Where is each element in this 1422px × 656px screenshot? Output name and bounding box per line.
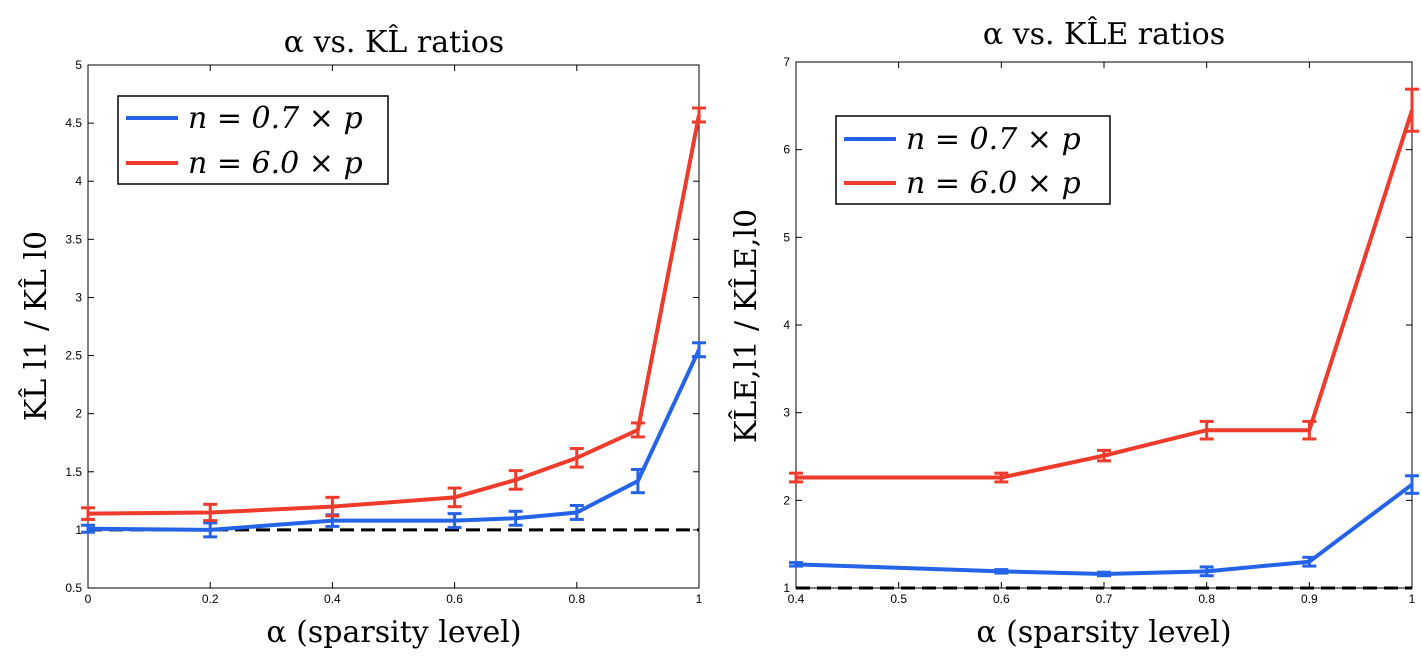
left-y-tick-label: 2.5	[65, 349, 82, 363]
left-axis-ticks: 0 0.2 0.4 0.6 0.8 1 0.5 1 1.5 2 2.5 3 3.5 4 4.5 5	[65, 58, 702, 606]
right-legend-box	[835, 115, 1111, 205]
left-y-tick-label: 3	[75, 290, 82, 304]
right-y-tick-label: 7	[783, 55, 790, 69]
right-axis-ticks: 0.4 0.5 0.6 0.7 0.8 0.9 1 1 2 3 4 5 6 7	[783, 55, 1415, 606]
right-series	[789, 87, 1419, 578]
left-error-bar-blue	[630, 467, 645, 495]
left-y-tick-label: 4	[75, 174, 82, 188]
right-error-bar-red	[1097, 448, 1111, 463]
left-error-bar-red	[447, 486, 462, 509]
right-x-axis-label: α (sparsity level)	[976, 615, 1231, 650]
left-error-bar-red	[203, 502, 218, 523]
left-y-tick-label: 2	[75, 407, 82, 421]
left-error-bar-blue	[569, 503, 584, 521]
right-error-bar-red	[994, 471, 1009, 484]
left-chart-title: α vs. KL̂ ratios	[284, 25, 504, 60]
left-error-bar-red	[569, 447, 584, 469]
left-error-bar-red	[508, 469, 523, 491]
left-y-tick-label: 0.5	[65, 581, 82, 595]
right-error-bar-blue	[789, 561, 803, 568]
left-chart: α vs. KL̂ ratios 0 0.2 0.4 0.6 0.8 1 0.5 1 1.5 2 2…	[19, 25, 706, 650]
right-x-tick-label: 0.4	[788, 592, 805, 606]
left-legend-label-blue: n = 0.7 × p	[188, 101, 363, 136]
left-x-tick-label: 0.2	[202, 592, 219, 606]
right-y-tick-label: 4	[783, 318, 790, 332]
left-x-axis-label: α (sparsity level)	[266, 615, 521, 650]
left-x-tick-label: 0.8	[568, 592, 585, 606]
right-legend-label-blue: n = 0.7 × p	[906, 122, 1081, 157]
left-error-bar-blue	[203, 521, 218, 539]
left-error-bar-red	[692, 106, 706, 124]
right-x-tick-label: 0.6	[993, 592, 1010, 606]
left-legend-box	[117, 95, 389, 185]
right-x-tick-label: 0.8	[1198, 592, 1215, 606]
right-x-tick-label: 0.5	[890, 592, 907, 606]
left-y-tick-label: 1	[75, 523, 82, 537]
right-y-tick-label: 3	[783, 406, 790, 420]
right-y-tick-label: 6	[783, 143, 790, 157]
right-error-bar-blue	[1199, 565, 1214, 578]
right-x-tick-label: 1	[1409, 592, 1416, 606]
right-chart-title: α vs. KL̂E ratios	[983, 17, 1225, 52]
right-error-bar-blue	[1405, 474, 1419, 495]
left-x-tick-label: 0.4	[324, 592, 341, 606]
right-y-tick-label: 5	[783, 230, 790, 244]
right-x-tick-label: 0.7	[1096, 592, 1113, 606]
left-error-bar-blue	[692, 341, 706, 359]
left-series-line-blue	[87, 348, 701, 532]
right-y-axis-label: KL̂E,l1 / KL̂E,l0	[729, 209, 764, 443]
left-y-tick-label: 4.5	[65, 116, 82, 130]
left-series	[81, 106, 706, 539]
right-series-line-blue	[795, 482, 1414, 576]
right-x-tick-label: 0.9	[1301, 592, 1318, 606]
left-y-tick-label: 5	[75, 58, 82, 72]
right-error-bar-red	[1405, 87, 1419, 133]
left-error-bar-blue	[508, 509, 523, 527]
left-x-tick-label: 0.6	[446, 592, 463, 606]
right-chart: α vs. KL̂E ratios 0.4 0.5 0.6 0.7 0.8 0.9 1 1 2 3…	[729, 17, 1419, 650]
left-legend-label-red: n = 6.0 × p	[188, 146, 363, 181]
left-error-bar-blue	[81, 523, 95, 534]
right-error-bar-blue	[994, 568, 1009, 575]
left-y-tick-label: 3.5	[65, 232, 82, 246]
right-legend-label-red: n = 6.0 × p	[906, 166, 1081, 201]
left-x-tick-label: 1	[696, 592, 703, 606]
left-series-line-red	[87, 114, 701, 516]
left-y-tick-label: 1.5	[65, 465, 82, 479]
right-legend: n = 0.7 × p n = 6.0 × p	[835, 115, 1111, 205]
left-x-tick-label: 0	[85, 592, 92, 606]
right-error-bar-red	[1199, 419, 1214, 441]
right-error-bar-blue	[1097, 570, 1111, 578]
left-legend: n = 0.7 × p n = 6.0 × p	[117, 95, 389, 185]
right-error-bar-red	[1302, 419, 1317, 441]
right-series-line-red	[796, 109, 1414, 480]
left-error-bar-red	[81, 506, 95, 521]
left-y-axis-label: KL̂ l1 / KL̂ l0	[19, 231, 54, 421]
right-error-bar-red	[789, 471, 803, 484]
right-error-bar-blue	[1302, 555, 1317, 568]
left-error-bar-red	[325, 495, 340, 518]
left-error-bar-red	[630, 421, 645, 439]
left-error-bar-blue	[447, 512, 462, 530]
right-y-tick-label: 1	[783, 581, 790, 595]
right-y-tick-label: 2	[783, 493, 790, 507]
